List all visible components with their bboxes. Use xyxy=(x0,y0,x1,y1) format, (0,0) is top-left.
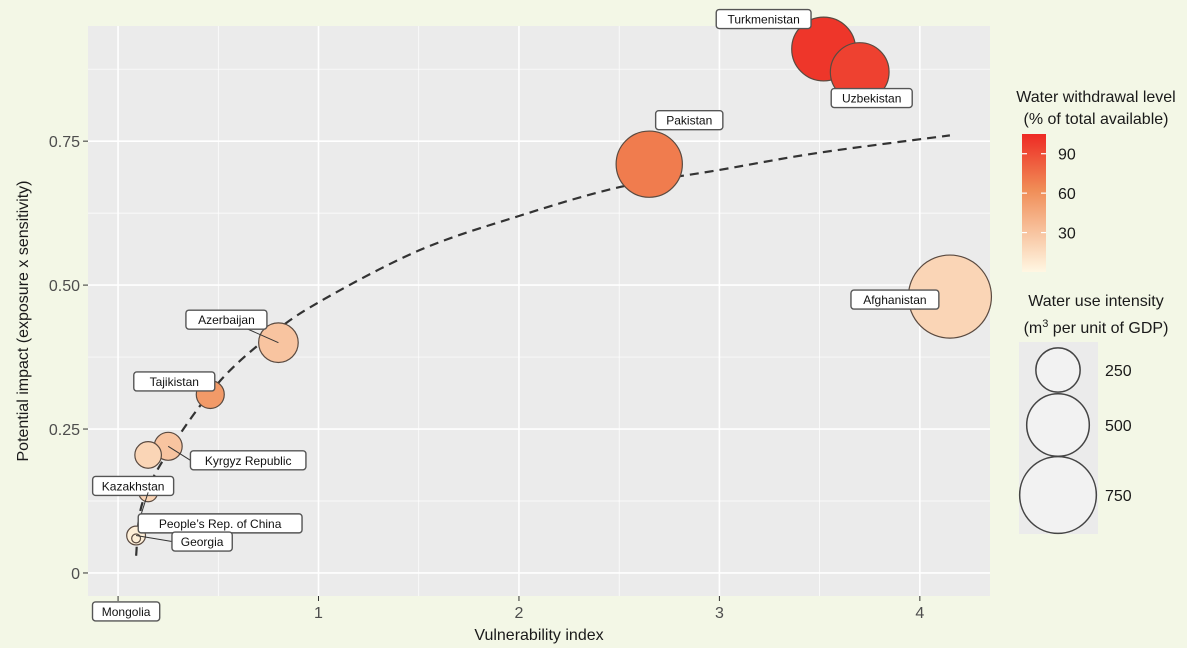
size-legend-circle xyxy=(1018,455,1098,535)
point-label-box xyxy=(830,87,913,109)
point-label-text: Turkmenistan xyxy=(728,13,800,27)
bubble-kazakhstan xyxy=(134,441,163,469)
label-leader-line xyxy=(167,445,191,461)
point-label-text: People’s Rep. of China xyxy=(159,517,282,531)
point-label-box xyxy=(185,309,268,330)
trend-line xyxy=(135,134,951,556)
point-label-box xyxy=(654,109,724,131)
size-legend-title-line1: Water use intensity xyxy=(1028,293,1163,310)
point-label-text: Tajikistan xyxy=(150,375,199,389)
point-label-text: Georgia xyxy=(181,535,224,549)
size-legend-title-sup: 3 xyxy=(1042,318,1048,330)
point-label-text: Azerbaijan xyxy=(198,313,255,327)
point-label: Turkmenistan xyxy=(715,8,812,30)
point-label-text: Pakistan xyxy=(666,114,712,128)
color-legend-label: 30 xyxy=(1058,226,1076,243)
point-label-text: Kazakhstan xyxy=(102,479,165,493)
y-axis-title: Potential impact (exposure x sensitivity… xyxy=(15,181,32,462)
color-legend: Water withdrawal level (% of total avail… xyxy=(1016,89,1176,272)
size-legend-circle xyxy=(1025,392,1091,458)
point-label-box xyxy=(133,371,216,392)
point-label-text: Kyrgyz Republic xyxy=(205,454,292,468)
size-legend: Water use intensity (m3 per unit of GDP)… xyxy=(1018,293,1169,535)
size-legend-title-post: per unit of GDP) xyxy=(1048,320,1168,337)
point-label-box xyxy=(850,289,940,310)
point-label: Kyrgyz Republic xyxy=(167,445,307,471)
bubble-pakistan xyxy=(615,130,683,198)
size-legend-label: 500 xyxy=(1105,418,1132,435)
size-legend-title-line2: (m3 per unit of GDP) xyxy=(1024,318,1169,337)
point-label-text: Mongolia xyxy=(102,605,151,619)
y-tick-label: 0 xyxy=(71,566,80,583)
color-legend-label: 90 xyxy=(1058,147,1076,164)
grid-lines xyxy=(88,26,990,596)
point-label: People’s Rep. of China xyxy=(137,492,303,534)
point-label-text: Afghanistan xyxy=(863,293,926,307)
x-tick-label: 1 xyxy=(314,605,323,622)
point-labels: Turkmenistan Uzbekistan Pakistan Afghanista… xyxy=(91,8,940,622)
color-legend-bar xyxy=(1022,134,1046,272)
point-label-box xyxy=(171,531,233,552)
x-tick-label: 3 xyxy=(715,605,724,622)
y-tick-label: 0.75 xyxy=(49,134,80,151)
bubble-mongolia xyxy=(131,533,142,544)
size-legend-circle xyxy=(1035,347,1081,393)
x-axis-title: Vulnerability index xyxy=(474,627,603,644)
point-label-box xyxy=(91,601,161,622)
point-label-box xyxy=(189,450,307,471)
y-tick-label: 0.25 xyxy=(49,422,80,439)
point-label: Uzbekistan xyxy=(830,87,913,109)
point-label: Pakistan xyxy=(654,109,724,131)
point-label-box xyxy=(91,475,175,497)
size-legend-label: 750 xyxy=(1105,488,1132,505)
color-legend-title-line2: (% of total available) xyxy=(1024,111,1169,128)
bubbles xyxy=(126,16,993,546)
point-label: Tajikistan xyxy=(133,371,216,392)
point-label-box xyxy=(715,8,812,30)
x-tick-label: 4 xyxy=(915,605,924,622)
point-label: Mongolia xyxy=(91,601,161,622)
y-tick-label: 0.50 xyxy=(49,278,80,295)
size-legend-label: 250 xyxy=(1105,363,1132,380)
color-legend-label: 60 xyxy=(1058,186,1076,203)
size-legend-title-pre: (m xyxy=(1024,320,1043,337)
point-label: Georgia xyxy=(136,531,233,552)
point-label-text: Uzbekistan xyxy=(842,92,901,106)
color-legend-title-line1: Water withdrawal level xyxy=(1016,89,1175,106)
point-label: Afghanistan xyxy=(850,289,940,310)
x-tick-label: 2 xyxy=(515,605,524,622)
label-leader-line xyxy=(136,535,173,543)
point-label: Kazakhstan xyxy=(91,475,175,497)
point-label: Azerbaijan xyxy=(185,309,279,344)
